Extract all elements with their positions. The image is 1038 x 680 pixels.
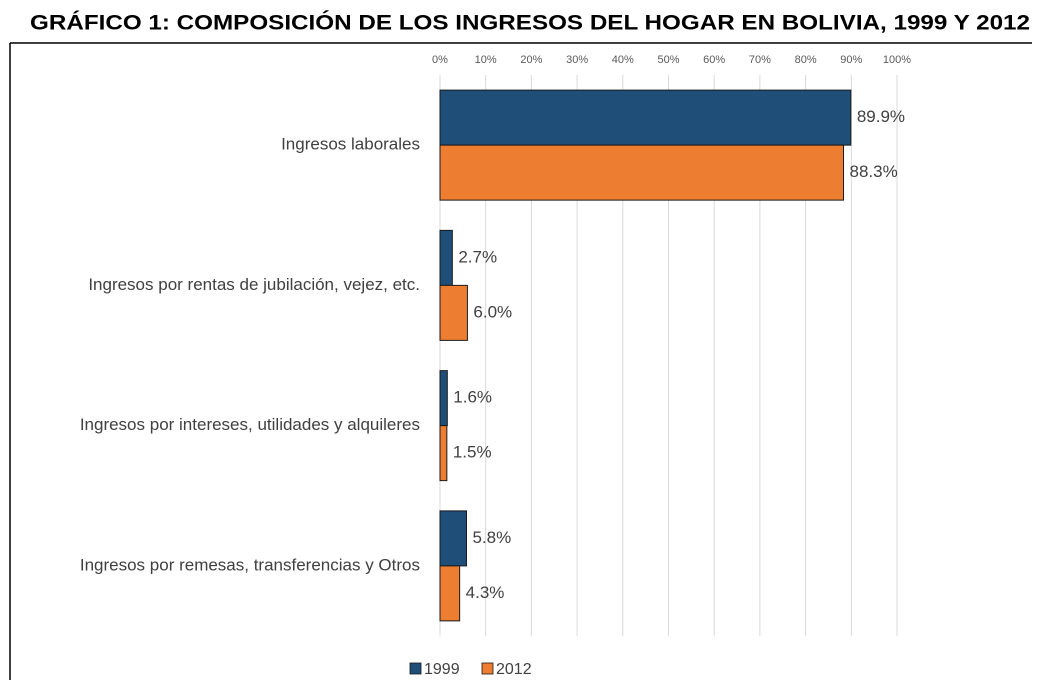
- chart-title: GRÁFICO 1: COMPOSICIÓN DE LOS INGRESOS D…: [30, 11, 1030, 35]
- bar: [439, 229, 453, 286]
- x-tick-label: 40%: [612, 54, 634, 66]
- bar: [439, 370, 448, 427]
- x-tick-label: 10%: [475, 54, 497, 66]
- value-label: 4.3%: [466, 583, 505, 602]
- value-label: 6.0%: [473, 302, 512, 321]
- bar: [439, 565, 461, 622]
- x-tick-label: 50%: [657, 54, 679, 66]
- bar: [439, 425, 448, 482]
- x-tick-label: 20%: [520, 54, 542, 66]
- legend-label: 1999: [424, 661, 460, 678]
- y-tick-label: Ingresos por remesas, transferencias y O…: [80, 555, 420, 574]
- x-tick-label: 100%: [883, 54, 911, 66]
- legend-swatch: [409, 662, 422, 675]
- legend-swatch: [481, 662, 494, 675]
- value-label: 88.3%: [850, 162, 898, 181]
- value-label: 5.8%: [473, 528, 512, 547]
- value-label: 89.9%: [857, 107, 905, 126]
- bar: [439, 284, 468, 341]
- x-tick-label: 60%: [703, 54, 725, 66]
- value-label: 2.7%: [458, 247, 497, 266]
- value-label: 1.5%: [453, 443, 492, 462]
- y-tick-label: Ingresos por rentas de jubilación, vejez…: [88, 275, 420, 294]
- bar: [439, 89, 852, 146]
- x-tick-label: 80%: [795, 54, 817, 66]
- x-tick-label: 30%: [566, 54, 588, 66]
- bar: [439, 144, 845, 201]
- value-label: 1.6%: [453, 388, 492, 407]
- x-tick-label: 0%: [432, 54, 448, 66]
- x-tick-label: 90%: [840, 54, 862, 66]
- bar: [439, 510, 468, 567]
- y-tick-label: Ingresos laborales: [281, 135, 420, 154]
- y-tick-label: Ingresos por intereses, utilidades y alq…: [80, 415, 420, 434]
- legend-label: 2012: [496, 661, 532, 678]
- x-tick-label: 70%: [749, 54, 771, 66]
